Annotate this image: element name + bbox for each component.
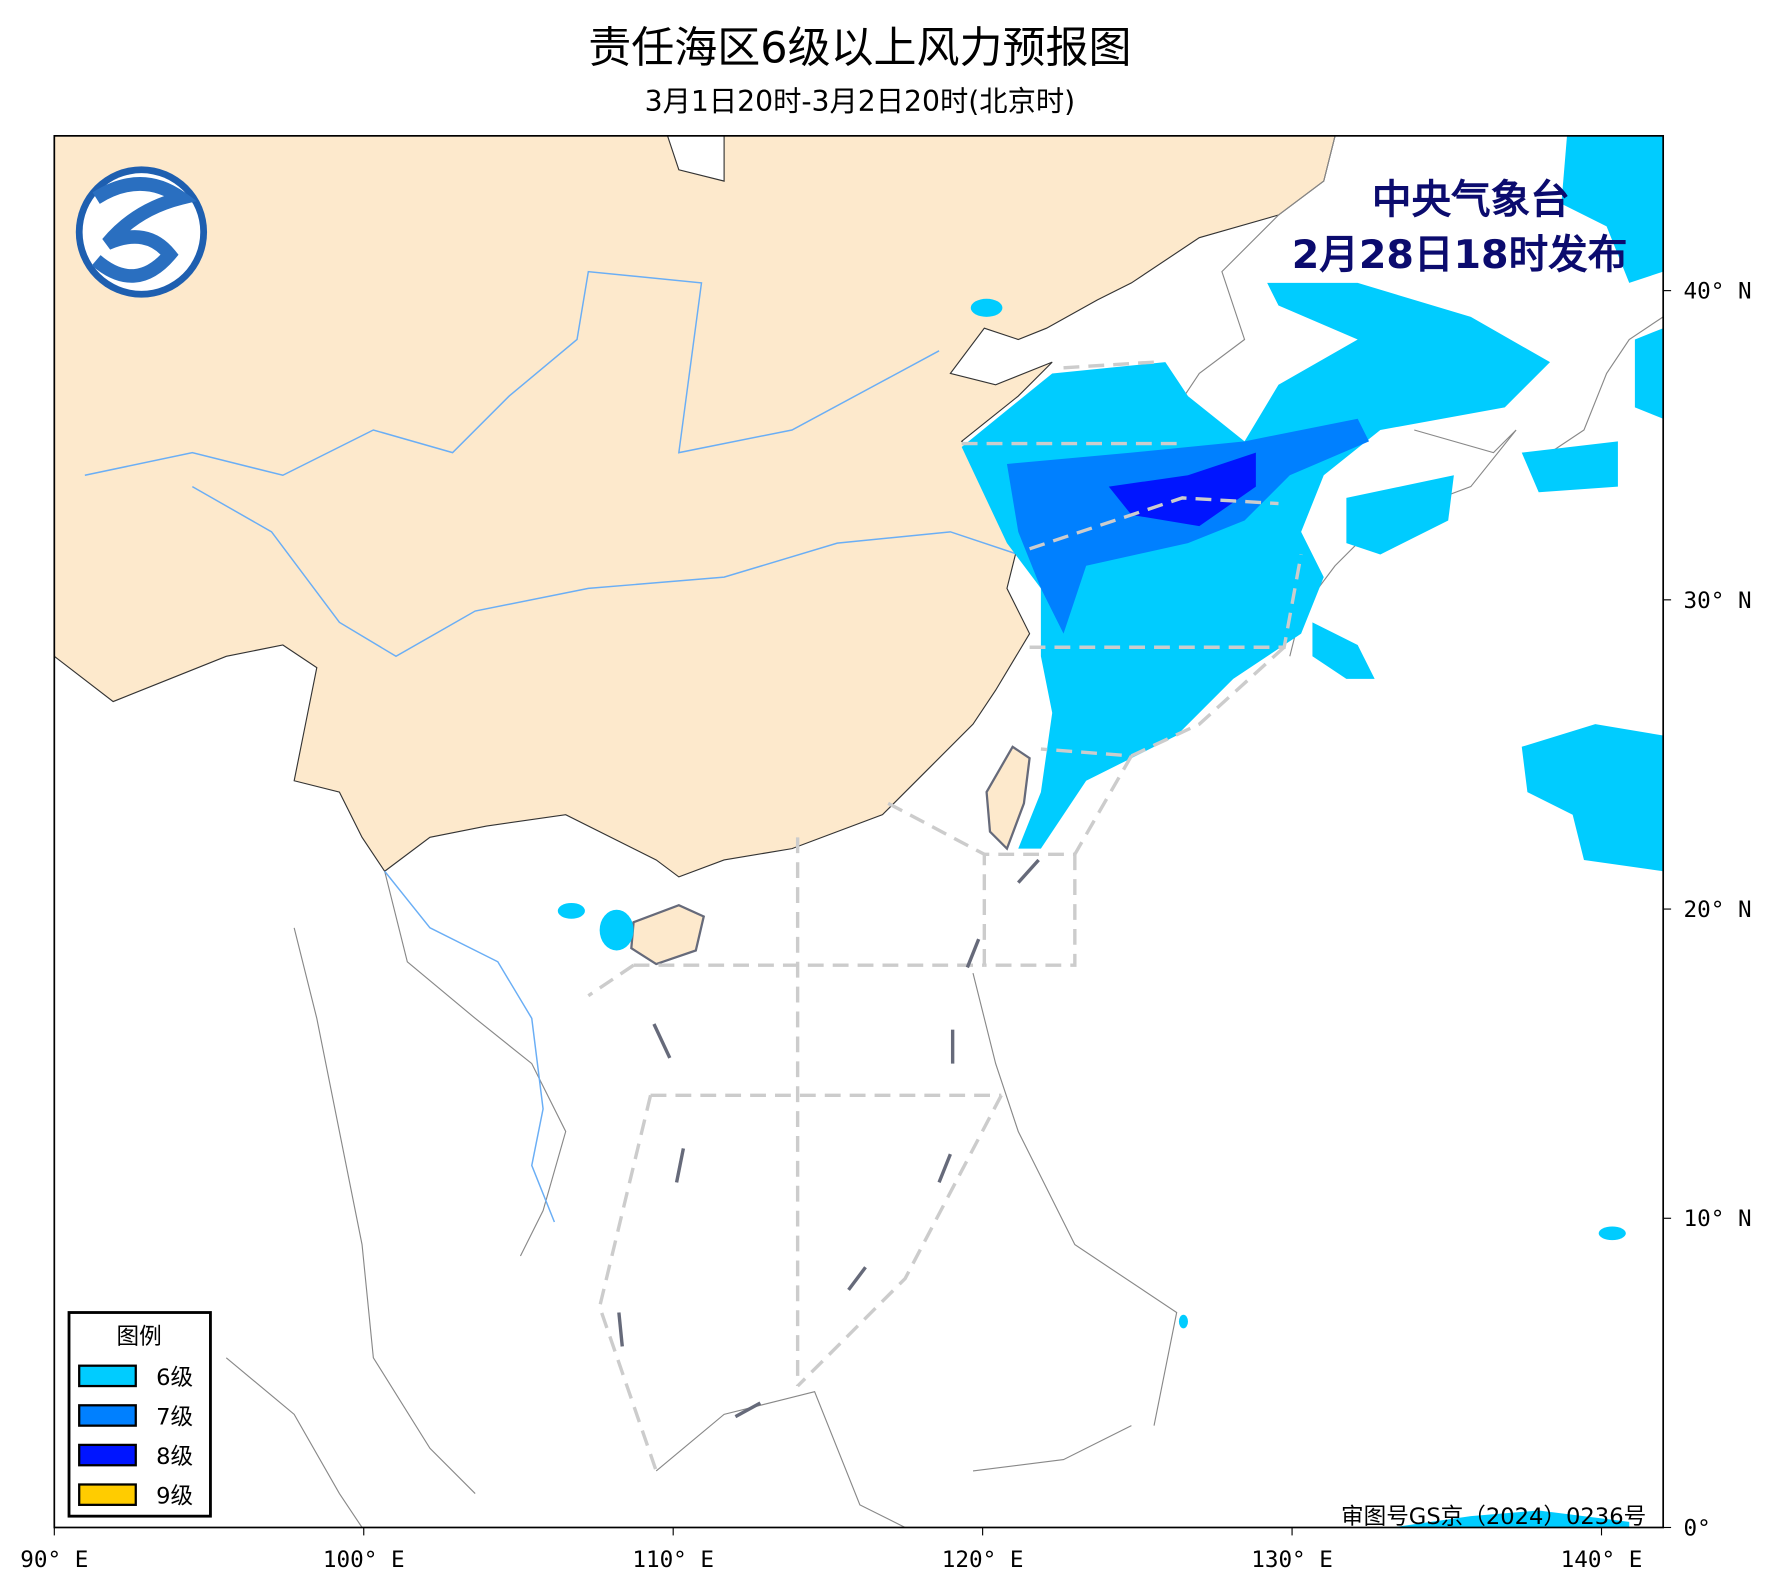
- x-tick-label: 110° E: [632, 1547, 714, 1573]
- legend-label: 6级: [156, 1365, 193, 1391]
- dash-line-segments: [617, 858, 1040, 1419]
- legend-label: 7级: [156, 1405, 193, 1431]
- y-tick-label: 30° N: [1684, 588, 1752, 614]
- x-tick-label: 120° E: [942, 1547, 1024, 1573]
- legend-swatch: [78, 1443, 137, 1467]
- legend: 图例 6级 7级 8级 9级: [67, 1311, 212, 1518]
- x-tick-label: 130° E: [1251, 1547, 1333, 1573]
- legend-swatch: [78, 1483, 137, 1506]
- y-tick-label: 0°: [1684, 1515, 1711, 1541]
- x-tick-label: 100° E: [323, 1547, 405, 1573]
- sea-area-boundaries: [587, 360, 1303, 1472]
- axis-ticks: 90° E 100° E 110° E 120° E 130° E 140° E 0° 10°…: [20, 279, 1751, 1574]
- taiwan-island: [985, 745, 1031, 851]
- y-tick-label: 40° N: [1684, 279, 1752, 305]
- map-frame: [53, 134, 1665, 1529]
- china-land: [54, 135, 1336, 878]
- coastlines: [225, 135, 1664, 1528]
- cma-logo: [75, 166, 208, 298]
- legend-swatch: [78, 1404, 137, 1427]
- y-tick-label: 20° N: [1684, 897, 1752, 923]
- x-tick-label: 90° E: [20, 1547, 88, 1573]
- approval-number: 审图号GS京（2024）0236号: [1341, 1504, 1646, 1530]
- rivers: [84, 270, 1019, 1223]
- map-title: 责任海区6级以上风力预报图: [588, 23, 1131, 73]
- map-subtitle: 3月1日20时-3月2日20时(北京时): [645, 85, 1076, 118]
- legend-swatch: [78, 1364, 137, 1388]
- wind-level-7-area: [1006, 418, 1370, 634]
- wind-level-8-area: [1108, 452, 1256, 527]
- legend-label: 9级: [156, 1484, 193, 1510]
- hainan-island: [630, 903, 706, 966]
- wind-level-6-areas: [557, 135, 1664, 1528]
- legend-title: 图例: [117, 1324, 162, 1350]
- legend-label: 8级: [156, 1444, 193, 1470]
- issue-time: 2月28日18时发布: [1292, 232, 1628, 278]
- y-tick-label: 10° N: [1684, 1206, 1752, 1232]
- publisher-name: 中央气象台: [1372, 177, 1570, 223]
- x-tick-label: 140° E: [1561, 1547, 1643, 1573]
- map-area: [54, 135, 1664, 1528]
